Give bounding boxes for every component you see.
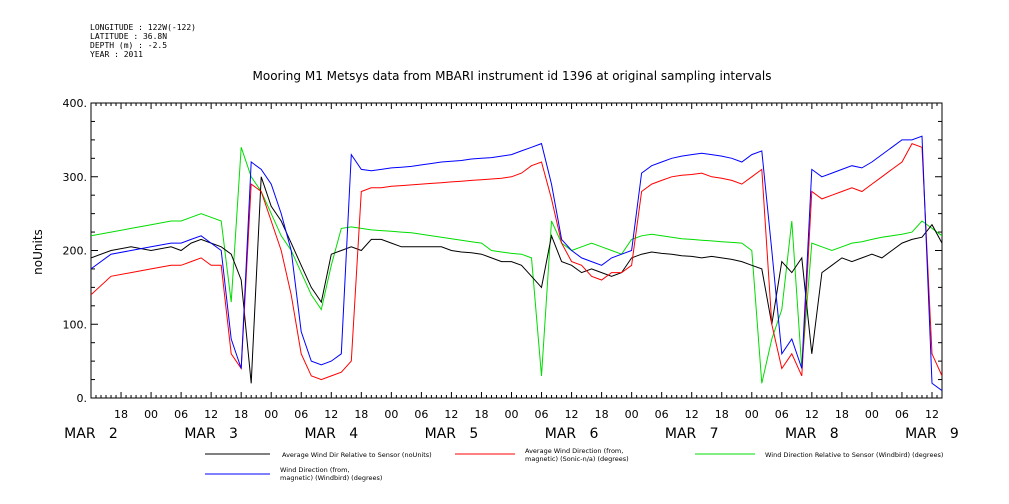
legend-label-avg-wind-direction-sonic-line2: magnetic) (Sonic-n/a) (degrees) <box>525 455 629 463</box>
year-text: YEAR : 2011 <box>90 50 143 59</box>
x-tick-label: 00 <box>865 408 879 421</box>
x-tick-label: 00 <box>745 408 759 421</box>
longitude-text: LONGITUDE : 122W(-122) <box>90 23 196 32</box>
x-tick-label: 06 <box>174 408 188 421</box>
legend-label-wind-dir-relative-windbird: Wind Direction Relative to Sensor (Windb… <box>765 451 943 459</box>
y-tick-label: 300. <box>63 171 88 184</box>
x-tick-label: 06 <box>294 408 308 421</box>
legend-label-avg-wind-direction-sonic: Average Wind Direction (from, magnetic) … <box>525 447 629 463</box>
x-tick-label: 12 <box>565 408 579 421</box>
x-tick-label: 00 <box>384 408 398 421</box>
x-day-label: MAR 7 <box>665 426 719 442</box>
x-tick-label: 12 <box>685 408 699 421</box>
chart-title: Mooring M1 Metsys data from MBARI instru… <box>253 69 772 83</box>
x-tick-label: 18 <box>354 408 368 421</box>
legend-label-wind-direction-windbird-line2: magnetic) (Windbird) (degrees) <box>280 474 382 482</box>
x-tick-label: 06 <box>535 408 549 421</box>
legend-label-wind-dir-relative-sensor: Average Wind Dir Relative to Sensor (noU… <box>282 451 432 459</box>
legend-label-avg-wind-direction-sonic-line1: Average Wind Direction (from, <box>525 447 623 455</box>
x-day-label: MAR 8 <box>785 426 839 442</box>
x-day-label: MAR 3 <box>184 426 238 442</box>
x-tick-label: 18 <box>835 408 849 421</box>
y-tick-label: 100. <box>63 318 88 331</box>
y-tick-label: 200. <box>63 245 88 258</box>
legend-label-wind-direction-windbird: Wind Direction (from, magnetic) (Windbir… <box>280 466 382 482</box>
x-tick-label: 00 <box>144 408 158 421</box>
x-tick-label: 12 <box>324 408 338 421</box>
x-tick-label: 12 <box>805 408 819 421</box>
y-tick-label: 400. <box>63 97 88 110</box>
x-tick-label: 06 <box>414 408 428 421</box>
y-tick-label: 0. <box>77 392 88 405</box>
x-tick-label: 18 <box>474 408 488 421</box>
x-tick-label: 06 <box>775 408 789 421</box>
depth-text: DEPTH (m) : -2.5 <box>90 41 167 50</box>
x-tick-label: 18 <box>234 408 248 421</box>
x-tick-label: 12 <box>444 408 458 421</box>
x-day-label: MAR 6 <box>545 426 599 442</box>
x-tick-label: 18 <box>595 408 609 421</box>
series-line-1 <box>91 142 942 381</box>
legend: Average Wind Dir Relative to Sensor (noU… <box>205 447 943 482</box>
series-line-0 <box>91 176 942 384</box>
x-day-label: MAR 4 <box>304 426 358 442</box>
x-tick-label: 06 <box>895 408 909 421</box>
x-tick-label: 00 <box>625 408 639 421</box>
x-day-label: MAR 2 <box>64 426 118 442</box>
x-tick-label: 18 <box>114 408 128 421</box>
x-tick-label: 18 <box>715 408 729 421</box>
x-day-label: MAR 5 <box>425 426 479 442</box>
plot-area: 0. 100. 200. 300. 400. 18 00 06 12 18 00 06 12 18 00 06… <box>63 97 959 442</box>
series-line-3 <box>91 135 942 392</box>
legend-label-wind-direction-windbird-line1: Wind Direction (from, <box>280 466 350 474</box>
x-tick-label: 06 <box>655 408 669 421</box>
plot-frame <box>90 102 943 399</box>
x-tick-label: 12 <box>204 408 218 421</box>
x-day-label: MAR 9 <box>905 426 959 442</box>
x-tick-label: 00 <box>264 408 278 421</box>
y-axis-label: noUnits <box>31 229 45 275</box>
x-tick-label: 00 <box>504 408 518 421</box>
latitude-text: LATITUDE : 36.8N <box>90 32 167 41</box>
x-tick-label: 12 <box>925 408 939 421</box>
